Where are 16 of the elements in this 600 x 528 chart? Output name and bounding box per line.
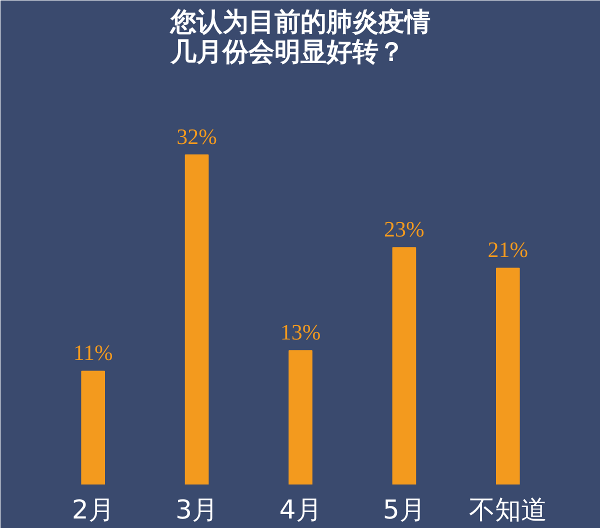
x-tick-label: 4月 — [279, 496, 322, 526]
bar — [81, 370, 105, 484]
data-label: 32% — [176, 124, 217, 149]
data-label: 11% — [73, 340, 113, 366]
x-tick-label: 2月 — [72, 496, 114, 526]
bar — [392, 247, 416, 484]
bar — [288, 350, 312, 484]
x-tick-label: 3月 — [176, 496, 218, 526]
data-label: 21% — [488, 237, 528, 262]
data-label: 23% — [384, 216, 424, 242]
chart-title: 您认为目前的肺炎疫情几月份会明显好转？ — [170, 8, 430, 68]
x-tick-label: 5月 — [382, 496, 426, 526]
x-tick-label: 不知道 — [468, 496, 547, 526]
bar — [496, 268, 520, 484]
data-label: 13% — [280, 320, 321, 345]
bar — [184, 154, 209, 484]
